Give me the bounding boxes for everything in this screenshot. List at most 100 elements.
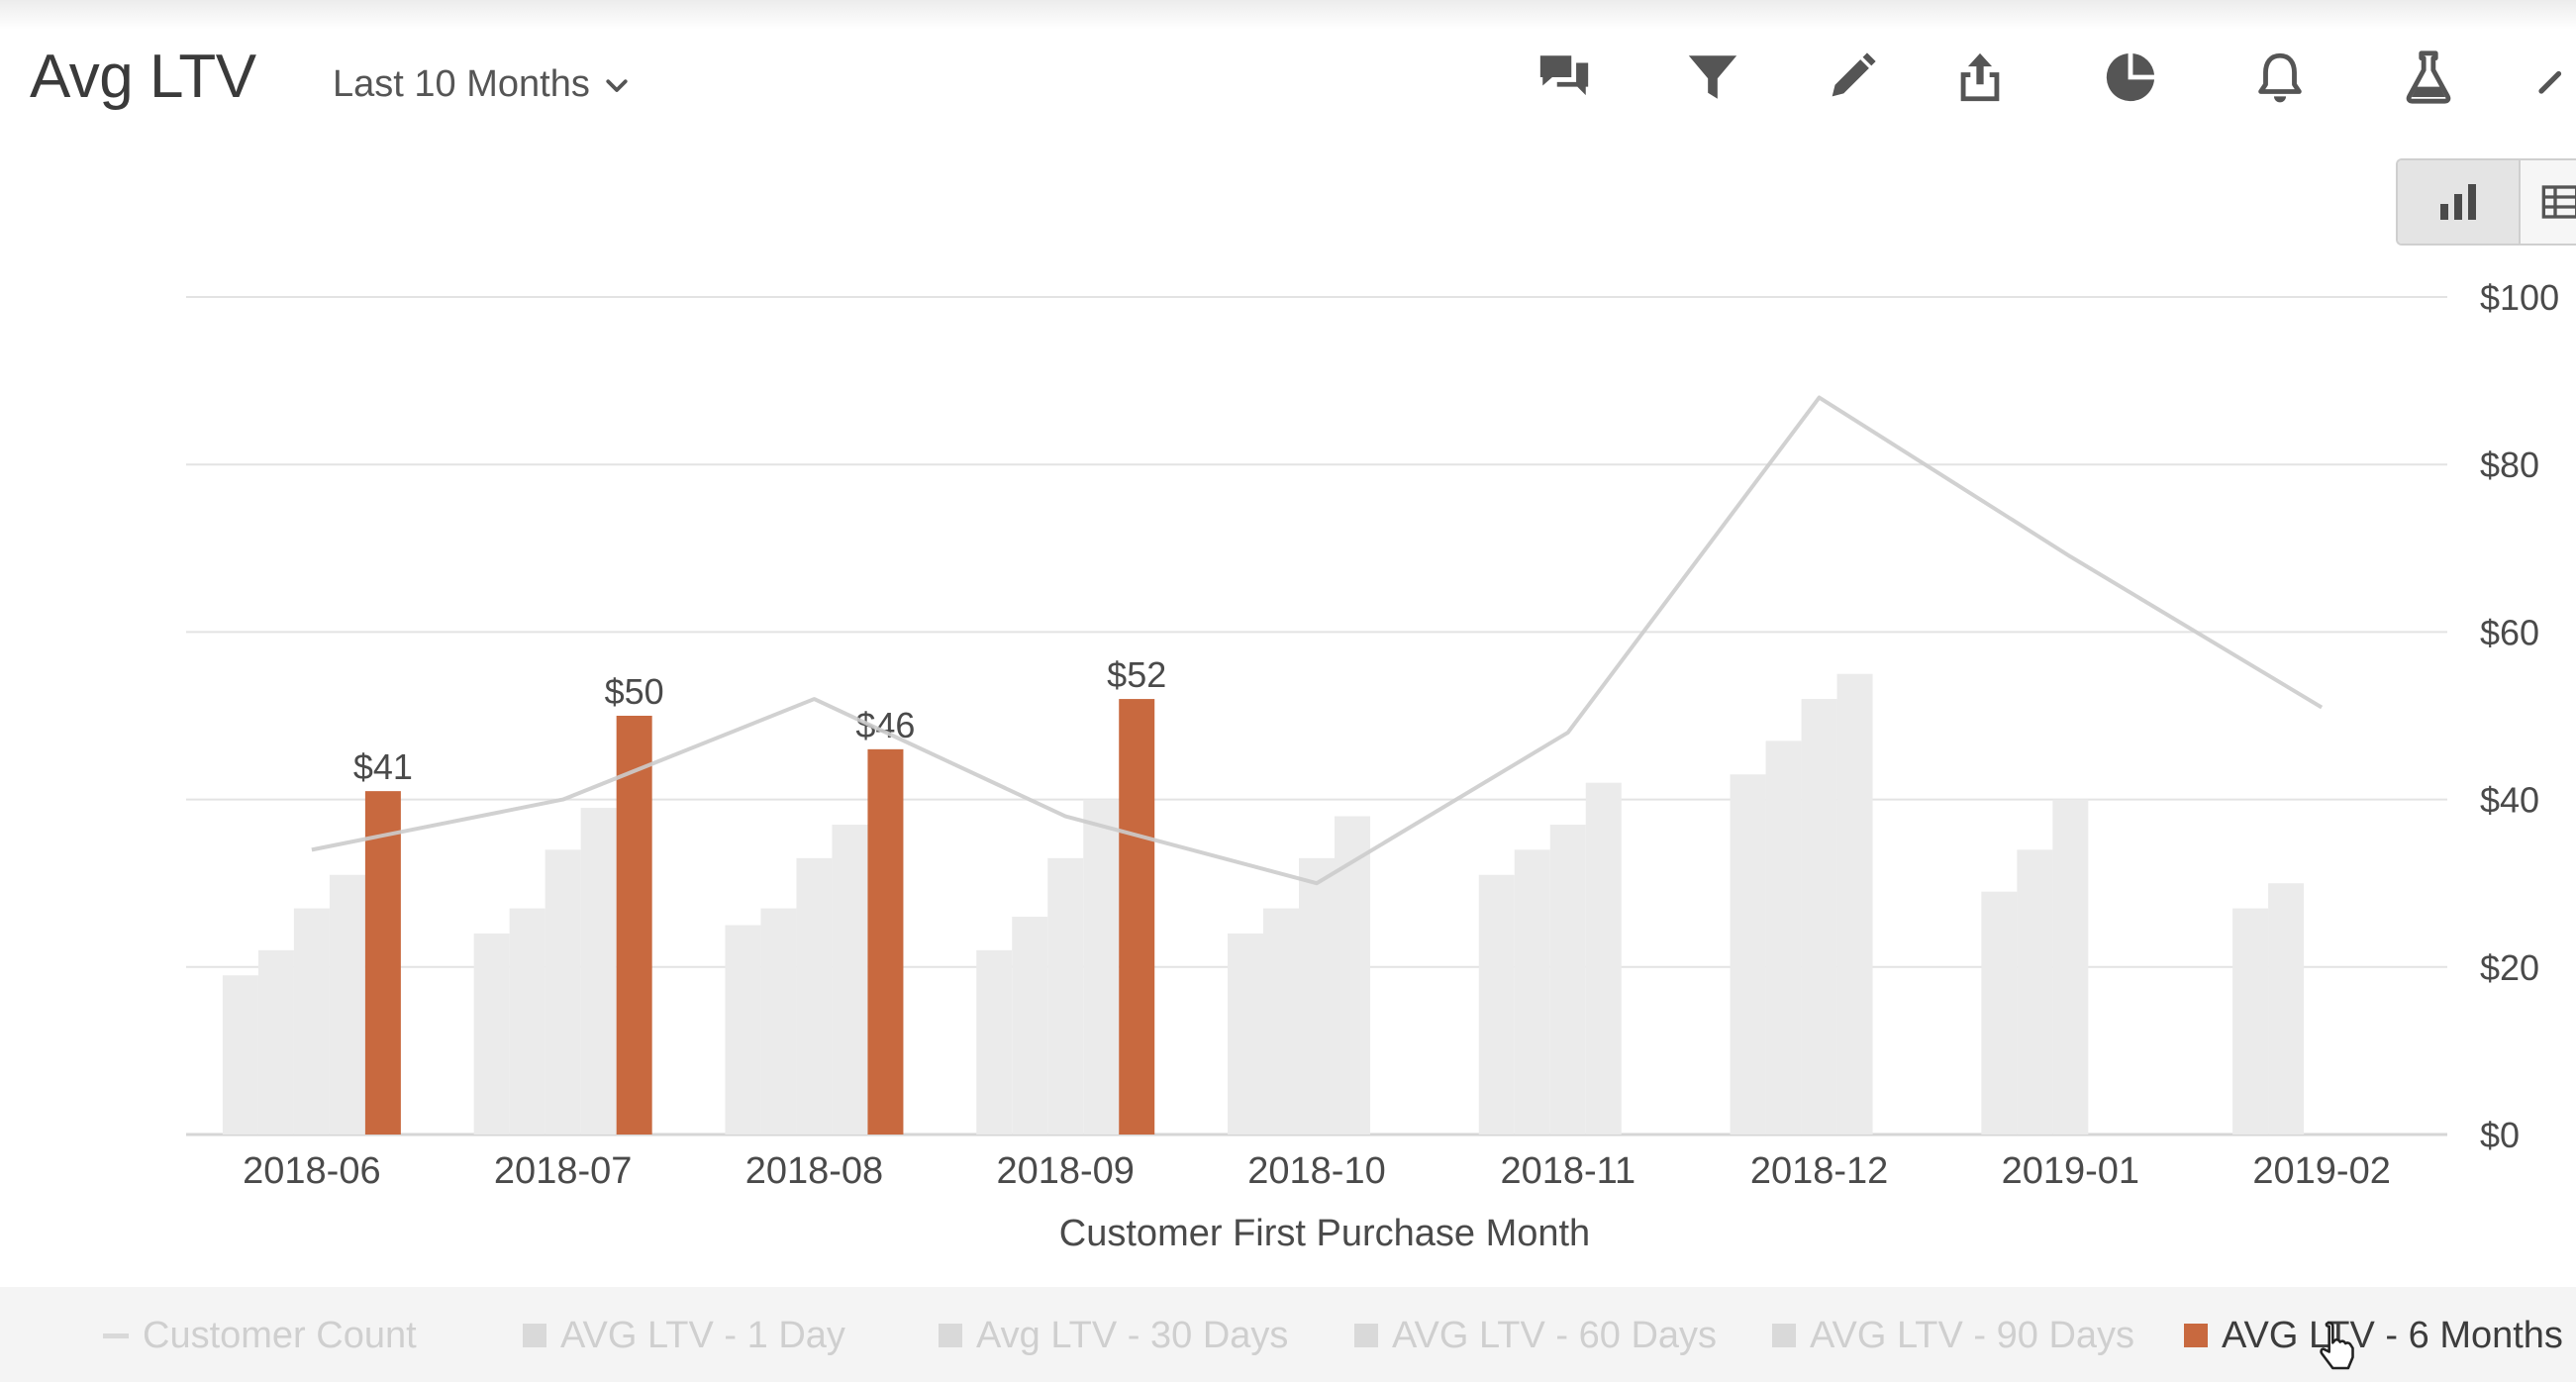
muted-bar	[796, 857, 833, 1135]
bar-data-label: $46	[855, 705, 915, 745]
muted-bar	[1765, 740, 1802, 1135]
muted-bar	[1047, 857, 1084, 1135]
muted-bar	[257, 949, 294, 1135]
legend-label: AVG LTV - 1 Day	[560, 1314, 845, 1356]
highlight-bar	[1119, 699, 1155, 1135]
pie-chart-icon	[2106, 52, 2155, 102]
muted-bar	[222, 975, 258, 1135]
y-tick-label: $60	[2480, 612, 2539, 652]
muted-bar	[293, 908, 330, 1135]
x-tick-label: 2018-12	[1750, 1150, 1888, 1192]
chevron-down-icon	[606, 78, 628, 92]
report-header: Avg LTV Last 10 Months	[0, 0, 2576, 246]
table-view-button[interactable]	[2521, 160, 2576, 244]
legend-item[interactable]: AVG LTV - 60 Days	[1354, 1311, 1717, 1360]
bar-data-label: $41	[353, 746, 413, 787]
date-range-dropdown[interactable]: Last 10 Months	[333, 63, 632, 106]
y-tick-label: $80	[2480, 444, 2539, 485]
muted-bar	[1981, 891, 2018, 1135]
highlight-bar	[616, 716, 652, 1135]
muted-bar	[2268, 883, 2305, 1135]
date-range-label: Last 10 Months	[333, 63, 590, 105]
share-button[interactable]	[1940, 38, 2020, 117]
muted-bar	[1514, 849, 1550, 1135]
x-tick-label: 2018-09	[996, 1150, 1134, 1192]
table-icon	[2541, 185, 2576, 219]
share-icon	[1960, 52, 2000, 102]
muted-bar	[1083, 799, 1120, 1135]
muted-bar	[760, 908, 797, 1135]
legend-line-swatch	[103, 1333, 129, 1338]
pencil-icon	[1832, 52, 1876, 97]
more-tools-button[interactable]	[2534, 38, 2576, 117]
legend-label: AVG LTV - 6 Months	[2222, 1314, 2563, 1356]
legend-item[interactable]: AVG LTV - 1 Day	[523, 1311, 845, 1360]
legend-label: Customer Count	[143, 1314, 417, 1356]
muted-bar	[1549, 824, 1586, 1135]
legend-square-swatch	[1354, 1324, 1378, 1347]
y-tick-label: $20	[2480, 947, 2539, 988]
muted-bar	[329, 874, 365, 1135]
highlight-bar	[867, 748, 904, 1135]
legend-square-swatch	[2184, 1324, 2208, 1347]
muted-bar	[1585, 782, 1622, 1135]
bar-data-label: $52	[1107, 654, 1166, 695]
comments-button[interactable]	[1525, 38, 1604, 117]
x-tick-label: 2018-08	[745, 1150, 883, 1192]
muted-bar	[545, 849, 581, 1135]
flask-icon	[2406, 50, 2451, 104]
chart-type-button[interactable]	[2091, 38, 2170, 117]
edit-button[interactable]	[1812, 38, 1891, 117]
ltv-bar-chart: $0 $20 $40 $60 $80 $100 $41 $50 $46 $52 2018-06 201…	[186, 277, 2559, 1254]
muted-bar	[1263, 908, 1299, 1135]
muted-bar	[832, 824, 868, 1135]
highlight-bar	[364, 791, 401, 1135]
legend-label: Avg LTV - 30 Days	[976, 1314, 1289, 1356]
x-axis-title: Customer First Purchase Month	[1059, 1213, 1590, 1254]
muted-bar	[2017, 849, 2053, 1135]
legend-square-swatch	[1772, 1324, 1796, 1347]
y-tick-label: $40	[2480, 780, 2539, 821]
filter-button[interactable]	[1673, 38, 1752, 117]
expand-icon	[2538, 70, 2562, 94]
muted-bar	[1801, 699, 1837, 1135]
x-tick-label: 2018-10	[1247, 1150, 1385, 1192]
chart-view-button[interactable]	[2398, 160, 2521, 244]
muted-bar	[976, 949, 1013, 1135]
legend-item[interactable]: AVG LTV - 90 Days	[1772, 1311, 2134, 1360]
top-shade	[0, 0, 2576, 30]
muted-bar	[509, 908, 545, 1135]
y-tick-label: $100	[2480, 277, 2559, 318]
muted-bar	[1836, 673, 1873, 1135]
legend-label: AVG LTV - 60 Days	[1392, 1314, 1718, 1356]
muted-bar	[1299, 857, 1335, 1135]
filter-icon	[1688, 55, 1737, 99]
y-tick-label: $0	[2480, 1115, 2520, 1155]
experiment-button[interactable]	[2389, 38, 2468, 117]
x-tick-label: 2018-07	[494, 1150, 632, 1192]
alerts-button[interactable]	[2240, 38, 2320, 117]
hand-pointer-cursor	[2320, 1321, 2354, 1370]
muted-bar	[1730, 774, 1766, 1135]
x-tick-label: 2019-01	[2002, 1150, 2139, 1192]
legend-item[interactable]: Customer Count	[103, 1311, 417, 1360]
comments-icon	[1539, 55, 1589, 96]
legend-square-swatch	[523, 1324, 546, 1347]
bar-chart-icon	[2440, 184, 2476, 220]
chart-legend: Customer Count AVG LTV - 1 Day Avg LTV - 3…	[0, 1287, 2576, 1382]
muted-bar	[580, 808, 617, 1135]
view-toggle	[2396, 158, 2576, 246]
muted-bar	[2232, 908, 2269, 1135]
page-title: Avg LTV	[30, 43, 256, 111]
muted-bar	[473, 933, 510, 1135]
legend-item[interactable]: AVG LTV - 6 Months	[2184, 1311, 2563, 1360]
muted-bar	[725, 925, 761, 1135]
muted-bar	[1228, 933, 1263, 1135]
muted-bar	[1478, 874, 1515, 1135]
legend-square-swatch	[939, 1324, 962, 1347]
muted-bar	[1012, 917, 1048, 1135]
x-tick-label: 2018-06	[243, 1150, 380, 1192]
legend-item[interactable]: Avg LTV - 30 Days	[939, 1311, 1288, 1360]
x-tick-label: 2019-02	[2252, 1150, 2390, 1192]
bell-icon	[2258, 52, 2302, 103]
